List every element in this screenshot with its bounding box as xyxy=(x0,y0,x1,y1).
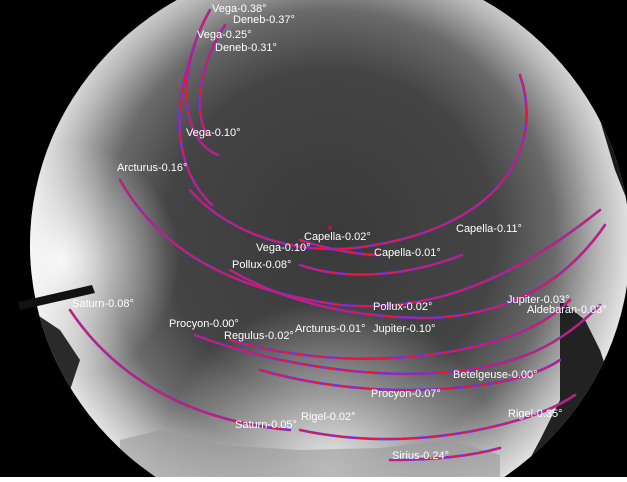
star-label-sirius-024: Sirius-0.24° xyxy=(392,450,449,462)
arc-regulus xyxy=(194,304,601,375)
arc-pollux-lower xyxy=(229,224,606,319)
arc-capella-outer xyxy=(189,74,528,250)
star-label-rigel-035: Rigel-0.35° xyxy=(508,408,563,420)
star-label-arcturus-016: Arcturus-0.16° xyxy=(117,162,187,174)
pole-silhouette xyxy=(18,285,95,310)
star-label-aldebaran-003: Aldebaran-0.03° xyxy=(527,304,607,316)
star-label-arcturus-001: Arcturus-0.01° xyxy=(295,323,365,335)
arc-saturn xyxy=(69,309,291,431)
star-label-vega-038: Vega-0.38° xyxy=(212,3,267,15)
star-label-jupiter-010: Jupiter-0.10° xyxy=(373,323,436,335)
arc-deneb-upper xyxy=(198,24,226,136)
star-label-vega-010-top: Vega-0.10° xyxy=(186,127,241,139)
star-label-capella-011: Capella-0.11° xyxy=(456,223,522,235)
star-label-vega-010-mid: Vega-0.10° xyxy=(256,242,311,254)
arc-capella-small xyxy=(299,254,463,276)
zenith-marker: × xyxy=(327,223,333,234)
arc-jupiter xyxy=(229,299,571,360)
star-label-deneb-031: Deneb-0.31° xyxy=(215,42,277,54)
star-label-capella-001: Capella-0.01° xyxy=(374,247,441,259)
star-label-saturn-005: Saturn-0.05° xyxy=(235,419,297,431)
star-label-regulus-002: Regulus-0.02° xyxy=(224,330,294,342)
star-label-deneb-037: Deneb-0.37° xyxy=(233,14,295,26)
star-trail-arcs: × xyxy=(68,8,607,462)
arc-capella-short xyxy=(299,239,381,256)
star-label-capella-002: Capella-0.02° xyxy=(304,231,371,243)
star-label-procyon-007: Procyon-0.07° xyxy=(371,388,441,400)
arc-vega-mid xyxy=(178,44,213,206)
arc-vega-upper xyxy=(185,9,219,156)
arc-rigel xyxy=(299,394,576,440)
arc-pollux-arcturus xyxy=(119,179,601,308)
star-labels: Vega-0.38°Deneb-0.37° Vega-0.25°Deneb-0.3… xyxy=(72,3,607,462)
arc-procyon xyxy=(259,359,561,391)
star-label-rigel-002: Rigel-0.02° xyxy=(301,411,356,423)
horizon-haze-bottom xyxy=(120,430,500,477)
star-label-jupiter-003: Jupiter-0.03° xyxy=(507,294,570,306)
star-label-betelgeuse-000: Betelgeuse-0.00° xyxy=(453,369,538,381)
star-label-procyon-000: Procyon-0.00° xyxy=(169,318,239,330)
arc-sirius xyxy=(389,447,501,461)
star-label-vega-025: Vega-0.25° xyxy=(197,29,252,41)
star-label-pollux-002: Pollux-0.02° xyxy=(373,301,432,313)
star-label-saturn-008: Saturn-0.08° xyxy=(72,298,134,310)
star-label-pollux-008: Pollux-0.08° xyxy=(232,259,291,271)
